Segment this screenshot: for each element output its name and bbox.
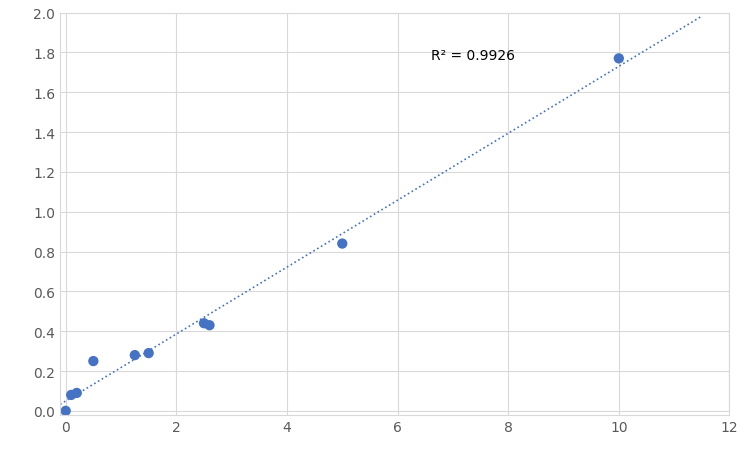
Point <box>336 240 348 248</box>
Point <box>71 390 83 397</box>
Point <box>198 320 210 327</box>
Point <box>129 352 141 359</box>
Point <box>613 55 625 63</box>
Point <box>143 350 155 357</box>
Point <box>204 322 216 329</box>
Point <box>59 407 71 414</box>
Text: R² = 0.9926: R² = 0.9926 <box>431 49 515 63</box>
Point <box>87 358 99 365</box>
Point <box>65 391 77 399</box>
